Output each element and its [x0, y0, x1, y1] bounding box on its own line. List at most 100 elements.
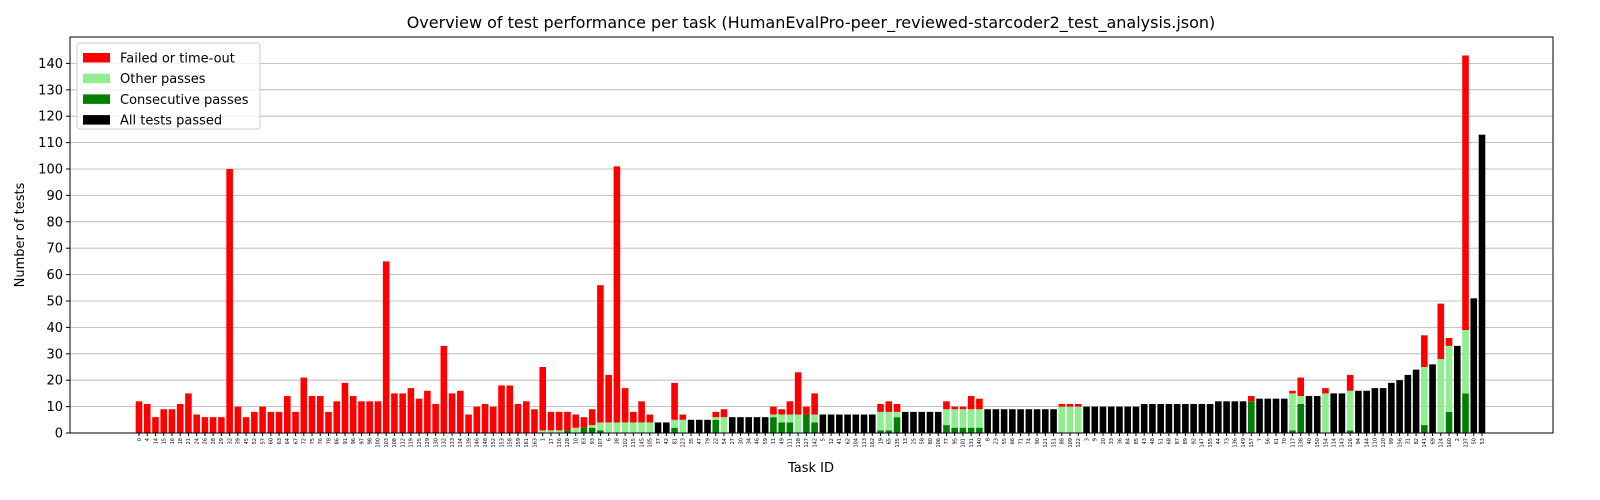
y-tick-label: 70	[46, 242, 63, 257]
bar-segment	[259, 406, 266, 433]
x-tick-label: 8	[985, 438, 991, 441]
x-tick-label: 18	[178, 438, 184, 444]
bar-segment	[358, 401, 365, 433]
bar	[737, 417, 744, 433]
bar-segment	[1421, 367, 1428, 426]
bar-segment	[473, 406, 481, 433]
bar-segment	[967, 396, 975, 410]
x-tick-label: 90	[1035, 438, 1041, 444]
bar-segment	[597, 285, 604, 423]
x-tick-label: 81	[672, 438, 678, 444]
bar	[1330, 393, 1337, 433]
bar-segment	[514, 403, 522, 433]
bar-segment	[1074, 406, 1082, 433]
x-tick-label: 109	[1068, 438, 1074, 448]
x-tick-label: 15	[162, 438, 168, 444]
x-tick-label: 61	[1274, 438, 1280, 444]
x-tick-label: 88	[1060, 438, 1066, 444]
x-axis-label: Task ID	[787, 461, 834, 476]
bar-segment	[1346, 390, 1354, 431]
bar-segment	[1445, 337, 1453, 346]
bar-segment	[811, 414, 818, 423]
y-tick-label: 20	[46, 374, 63, 389]
x-tick-label: 52	[252, 438, 258, 444]
bar-segment	[218, 417, 225, 433]
bar-segment	[613, 422, 621, 433]
bar-segment	[547, 411, 555, 431]
bar-segment	[489, 406, 497, 433]
x-tick-label: 124	[1439, 438, 1445, 448]
x-tick-label: 143	[1340, 438, 1346, 448]
bar-segment	[242, 417, 250, 433]
bar-segment	[564, 411, 571, 431]
bar-segment	[572, 427, 579, 433]
x-tick-label: 75	[310, 438, 316, 444]
legend-label: Other passes	[120, 72, 206, 87]
x-tick-label: 24	[194, 438, 200, 444]
y-tick-label: 100	[38, 163, 63, 178]
x-tick-label: 14	[153, 438, 159, 444]
bar-segment	[1346, 374, 1354, 391]
bar	[819, 414, 827, 433]
bar-segment	[1248, 401, 1255, 433]
bar	[704, 419, 711, 433]
y-tick-label: 50	[46, 295, 63, 310]
x-tick-label: 10	[573, 438, 579, 444]
bar-segment	[448, 393, 456, 433]
bar-segment	[555, 411, 563, 431]
bar	[1313, 396, 1321, 433]
bar-segment	[885, 401, 893, 412]
x-tick-label: 86	[335, 438, 341, 444]
bar-segment	[1248, 396, 1255, 402]
x-tick-label: 104	[854, 438, 860, 448]
x-tick-label: 132	[442, 438, 448, 448]
bar-segment	[580, 417, 588, 428]
x-tick-label: 127	[804, 438, 810, 448]
x-tick-label: 17	[549, 438, 555, 444]
x-tick-label: 139	[466, 438, 472, 448]
bar-segment	[588, 427, 596, 433]
legend-label: Failed or time-out	[120, 52, 235, 67]
x-tick-label: 70	[1282, 438, 1288, 444]
bar	[1017, 409, 1024, 433]
bar	[1215, 401, 1222, 433]
x-tick-label: 149	[1241, 438, 1247, 448]
y-axis-label: Number of tests	[13, 182, 28, 287]
bar-segment	[555, 430, 563, 433]
bar	[1132, 406, 1140, 433]
bar-segment	[1462, 55, 1469, 331]
bar-segment	[292, 411, 299, 433]
x-tick-label: 56	[1266, 438, 1272, 444]
x-tick-label: 28	[211, 438, 217, 444]
bar-segment	[976, 409, 983, 428]
bar-segment	[481, 403, 489, 433]
bar	[1050, 409, 1057, 433]
bar-segment	[877, 411, 884, 431]
bar-segment	[1058, 406, 1066, 433]
bar-segment	[712, 419, 720, 433]
bar	[844, 414, 851, 433]
bar	[1223, 401, 1230, 433]
x-tick-label: 123	[681, 438, 687, 448]
x-tick-label: 74	[1027, 438, 1033, 444]
bar	[918, 411, 926, 433]
legend-swatch	[83, 94, 110, 104]
bar	[1412, 369, 1420, 433]
x-tick-label: 36	[1117, 438, 1123, 444]
bar	[992, 409, 1000, 433]
bar-segment	[366, 401, 373, 433]
bar	[1256, 398, 1263, 433]
bar	[1396, 380, 1403, 433]
x-tick-label: 159	[516, 438, 522, 448]
bar-segment	[506, 385, 514, 433]
x-tick-label: 131	[969, 438, 975, 448]
x-tick-label: 34	[747, 438, 753, 444]
x-tick-label: 82	[1414, 438, 1420, 444]
x-tick-label: 121	[1043, 438, 1049, 448]
bar-segment	[951, 427, 958, 433]
bar	[1099, 406, 1107, 433]
bar	[1157, 403, 1164, 433]
bar-segment	[679, 414, 687, 420]
bar-segment	[234, 406, 242, 433]
bar	[827, 414, 835, 433]
